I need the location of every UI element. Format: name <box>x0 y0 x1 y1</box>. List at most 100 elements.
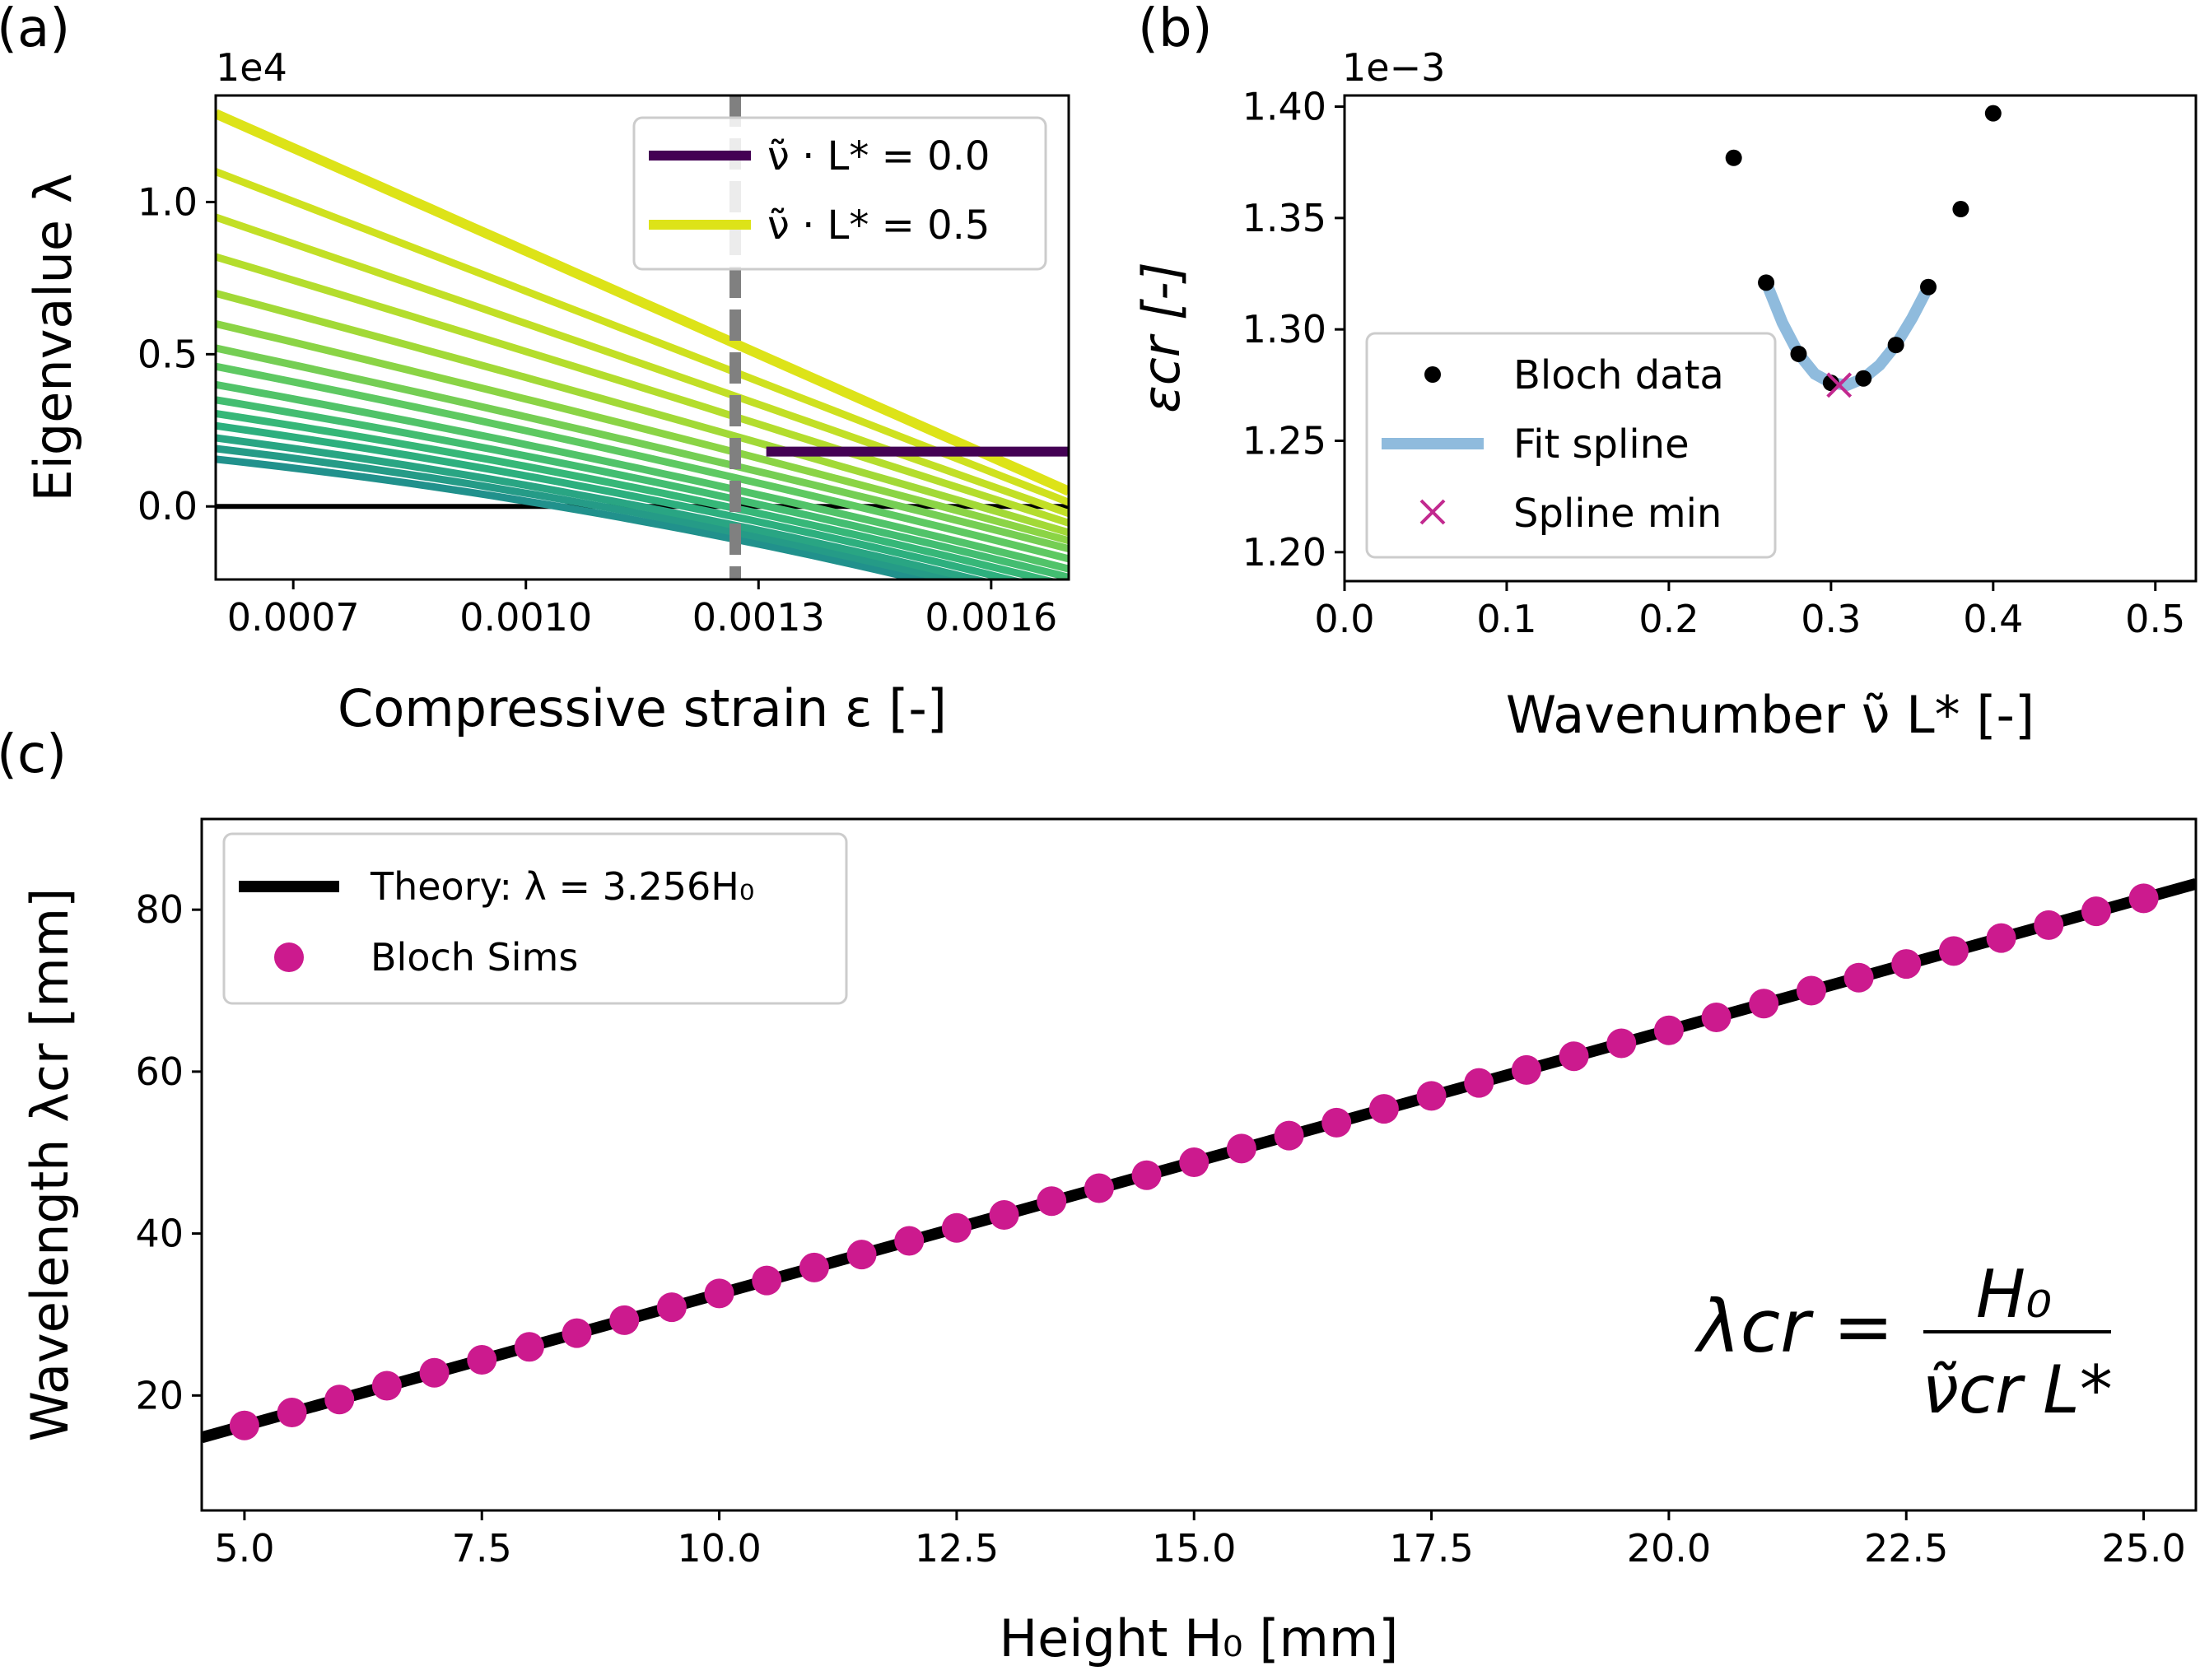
c-bloch-sim-point <box>2081 896 2111 927</box>
panel-a-xtick-label: 0.0007 <box>227 595 360 640</box>
b-bloch-point <box>1920 278 1937 296</box>
panel-b-offset-text: 1e−3 <box>1342 45 1445 90</box>
panel-a-offset-text: 1e4 <box>216 45 287 90</box>
c-bloch-sim-point <box>1749 989 1779 1019</box>
b-spline-min-marker-stroke <box>1826 372 1853 398</box>
b-bloch-point <box>1725 149 1742 166</box>
panel-b-xtick-label: 0.5 <box>2125 597 2185 641</box>
c-bloch-sim-point <box>1131 1160 1162 1190</box>
a-eigenvalue-curve <box>216 253 1069 527</box>
panel-b-letter: (b) <box>1138 0 1213 59</box>
panel-c-plot-area <box>202 878 2196 1444</box>
c-bloch-sim-point <box>467 1345 497 1375</box>
c-bloch-sim-point <box>562 1318 592 1348</box>
panel-c-legend: Theory: λ = 3.256H₀ Bloch Sims <box>222 832 848 1005</box>
panel-a-y-axis-title: Eigenvalue λ <box>23 174 83 502</box>
b-fit-spline <box>1760 277 1934 391</box>
a-eigenvalue-curve <box>216 396 1069 579</box>
c-bloch-sim-point <box>514 1332 544 1362</box>
c-bloch-sim-point <box>1368 1094 1399 1124</box>
panel-b-legend-swatch-min <box>1419 499 1446 525</box>
a-eigenvalue-curve <box>216 380 1069 573</box>
a-eigenvalue-curve <box>216 410 1059 579</box>
panel-a-legend-label-1: ν̃ · L* = 0.5 <box>767 202 990 249</box>
panel-c-xtick-label: 10.0 <box>677 1526 761 1571</box>
panel-c-xtick-label: 20.0 <box>1627 1526 1711 1571</box>
a-eigenvalue-curve <box>216 109 1069 496</box>
panel-c-y-ticks: 20 40 60 80 <box>135 887 202 1417</box>
c-bloch-sim-point <box>371 1371 402 1401</box>
formula-denominator: ν̃cr L* <box>1922 1352 2113 1428</box>
a-eigenvalue-curve <box>216 290 1069 537</box>
panel-b-frame <box>1343 94 2198 583</box>
panel-c-frame <box>200 817 2198 1512</box>
panel-b-ytick-label: 1.35 <box>1242 196 1326 240</box>
formula-lhs: λcr = <box>1694 1284 1894 1369</box>
c-bloch-sim-point <box>1938 936 1969 966</box>
c-bloch-sim-point <box>989 1199 1019 1230</box>
c-bloch-sim-point <box>941 1212 972 1243</box>
panel-c-legend-swatch-sims <box>274 942 304 972</box>
c-bloch-sim-point <box>1226 1133 1256 1164</box>
c-bloch-sim-point <box>609 1305 640 1335</box>
panel-b-legend-swatch-bloch <box>1424 366 1441 383</box>
panel-b-ytick-label: 1.20 <box>1242 530 1326 575</box>
panel-c-ytick-label: 60 <box>135 1049 184 1094</box>
c-bloch-sim-point <box>1986 923 2016 953</box>
c-bloch-sim-point <box>229 1410 259 1440</box>
panel-c-xtick-label: 25.0 <box>2101 1526 2185 1571</box>
a-eigenvalue-curve <box>216 434 991 579</box>
panel-a: (a) 1e4 0.0007 0.0010 0.0013 0.0016 0.0 0.5 1… <box>0 0 1070 738</box>
panel-b: (b) 1e−3 0.0 0.1 0.2 0.3 0.4 0.5 1.20 1.25 1.30… <box>1131 0 2198 745</box>
panel-c-legend-label-1: Bloch Sims <box>371 935 578 980</box>
c-bloch-sim-point <box>2034 910 2064 940</box>
panel-c-x-ticks: 5.0 7.5 10.0 12.5 15.0 17.5 20.0 22.5 25.0 <box>214 1510 2186 1571</box>
c-bloch-sim-point <box>1891 949 1922 980</box>
c-bloch-sim-point <box>656 1292 687 1323</box>
c-bloch-sim-point <box>1084 1173 1114 1203</box>
panel-a-letter: (a) <box>0 0 70 59</box>
panel-b-legend: Bloch data Fit spline Spline min <box>1365 332 1777 559</box>
c-bloch-sim-point <box>894 1226 925 1256</box>
panel-c-formula: λcr = H₀ ν̃cr L* <box>1694 1256 2113 1428</box>
c-bloch-sim-point <box>1321 1107 1352 1138</box>
panel-a-frame <box>214 94 1070 581</box>
panel-a-plot-area <box>216 95 1069 579</box>
a-eigenvalue-curve <box>216 455 935 579</box>
b-bloch-point <box>1758 274 1775 291</box>
b-bloch-point <box>1984 105 2002 122</box>
b-bloch-point <box>1855 370 1872 387</box>
panel-c-legend-label-0: Theory: λ = 3.256H₀ <box>370 864 754 909</box>
panel-b-legend-label-2: Spline min <box>1513 491 1722 537</box>
c-bloch-sim-point <box>277 1397 307 1427</box>
panel-a-ytick-label: 1.0 <box>138 179 198 224</box>
panel-c-ytick-label: 20 <box>135 1373 184 1417</box>
panel-c-ytick-label: 80 <box>135 887 184 932</box>
a-eigenvalue-curve <box>216 421 1025 579</box>
a-eigenvalue-curve <box>216 444 963 579</box>
a-eigenvalue-curve <box>216 362 1069 563</box>
panel-b-ytick-label: 1.30 <box>1242 307 1326 351</box>
panel-b-legend-box <box>1365 332 1777 559</box>
panel-b-xtick-label: 0.0 <box>1314 597 1374 641</box>
panel-b-y-axis-title: εcr [-] <box>1131 262 1191 413</box>
formula-numerator: H₀ <box>1976 1256 2052 1333</box>
a-eigenvalue-curve <box>216 344 1069 552</box>
c-bloch-sim-point <box>799 1252 829 1282</box>
panel-c-xtick-label: 5.0 <box>214 1526 274 1571</box>
panel-b-xtick-label: 0.3 <box>1801 597 1861 641</box>
panel-c-xtick-label: 7.5 <box>452 1526 512 1571</box>
panel-c-legend-box <box>222 832 848 1005</box>
c-bloch-sim-point <box>1701 1002 1732 1032</box>
c-bloch-sim-point <box>2128 883 2159 914</box>
panel-b-legend-label-1: Fit spline <box>1513 421 1690 468</box>
panel-c-xtick-label: 22.5 <box>1864 1526 1948 1571</box>
panel-b-plot-area <box>1725 105 2002 398</box>
b-bloch-point <box>1790 345 1807 362</box>
panel-a-ytick-label: 0.5 <box>138 332 198 376</box>
panel-c: (c) 5.0 7.5 10.0 12.5 15.0 17.5 20.0 22.5 25.0 2… <box>0 724 2198 1668</box>
c-bloch-sim-point <box>1559 1041 1589 1072</box>
c-bloch-sim-point <box>1843 962 1874 993</box>
panel-c-xtick-label: 17.5 <box>1389 1526 1473 1571</box>
